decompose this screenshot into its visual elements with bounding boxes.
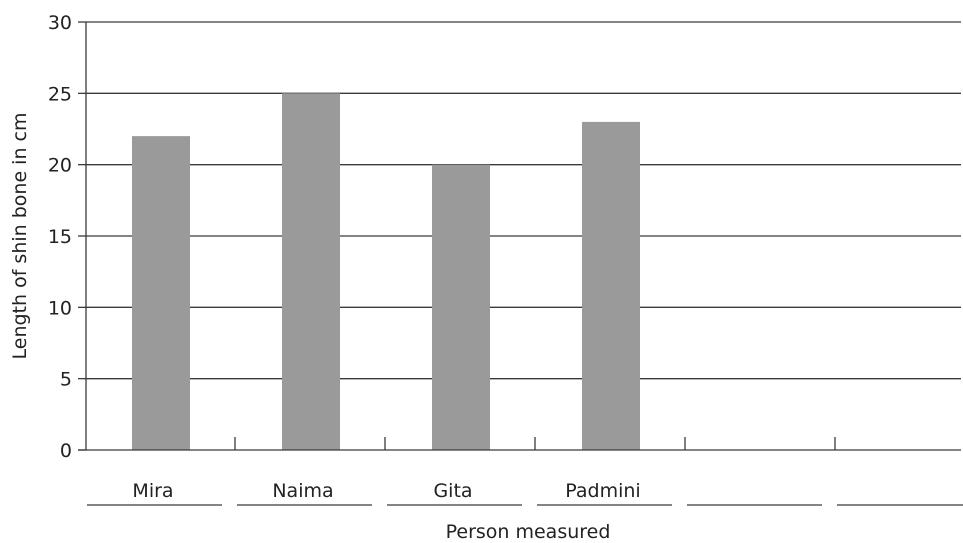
y-tick-label-5: 5 bbox=[60, 369, 72, 391]
category-label-mira: Mira bbox=[132, 480, 173, 502]
category-labels: Mira Naima Gita Padmini bbox=[87, 480, 963, 506]
bars bbox=[132, 93, 640, 450]
category-label-gita: Gita bbox=[433, 480, 472, 502]
bar-padmini bbox=[582, 121, 640, 450]
y-tick-label-10: 10 bbox=[48, 297, 72, 319]
category-label-padmini: Padmini bbox=[565, 480, 640, 502]
bar-mira bbox=[132, 136, 190, 450]
y-tick-label-20: 20 bbox=[48, 155, 72, 177]
x-axis-title: Person measured bbox=[446, 521, 611, 543]
y-axis-title: Length of shin bone in cm bbox=[9, 113, 31, 360]
y-tick-labels: 0 5 10 15 20 25 30 bbox=[48, 12, 72, 462]
axes bbox=[78, 21, 961, 451]
y-tick-label-15: 15 bbox=[48, 226, 72, 248]
gridlines bbox=[86, 21, 961, 380]
category-label-naima: Naima bbox=[272, 480, 333, 502]
y-tick-label-30: 30 bbox=[48, 12, 72, 34]
bar-gita bbox=[432, 164, 490, 450]
y-tick-label-0: 0 bbox=[60, 440, 72, 462]
y-tick-label-25: 25 bbox=[48, 83, 72, 105]
bar-naima bbox=[282, 93, 340, 450]
